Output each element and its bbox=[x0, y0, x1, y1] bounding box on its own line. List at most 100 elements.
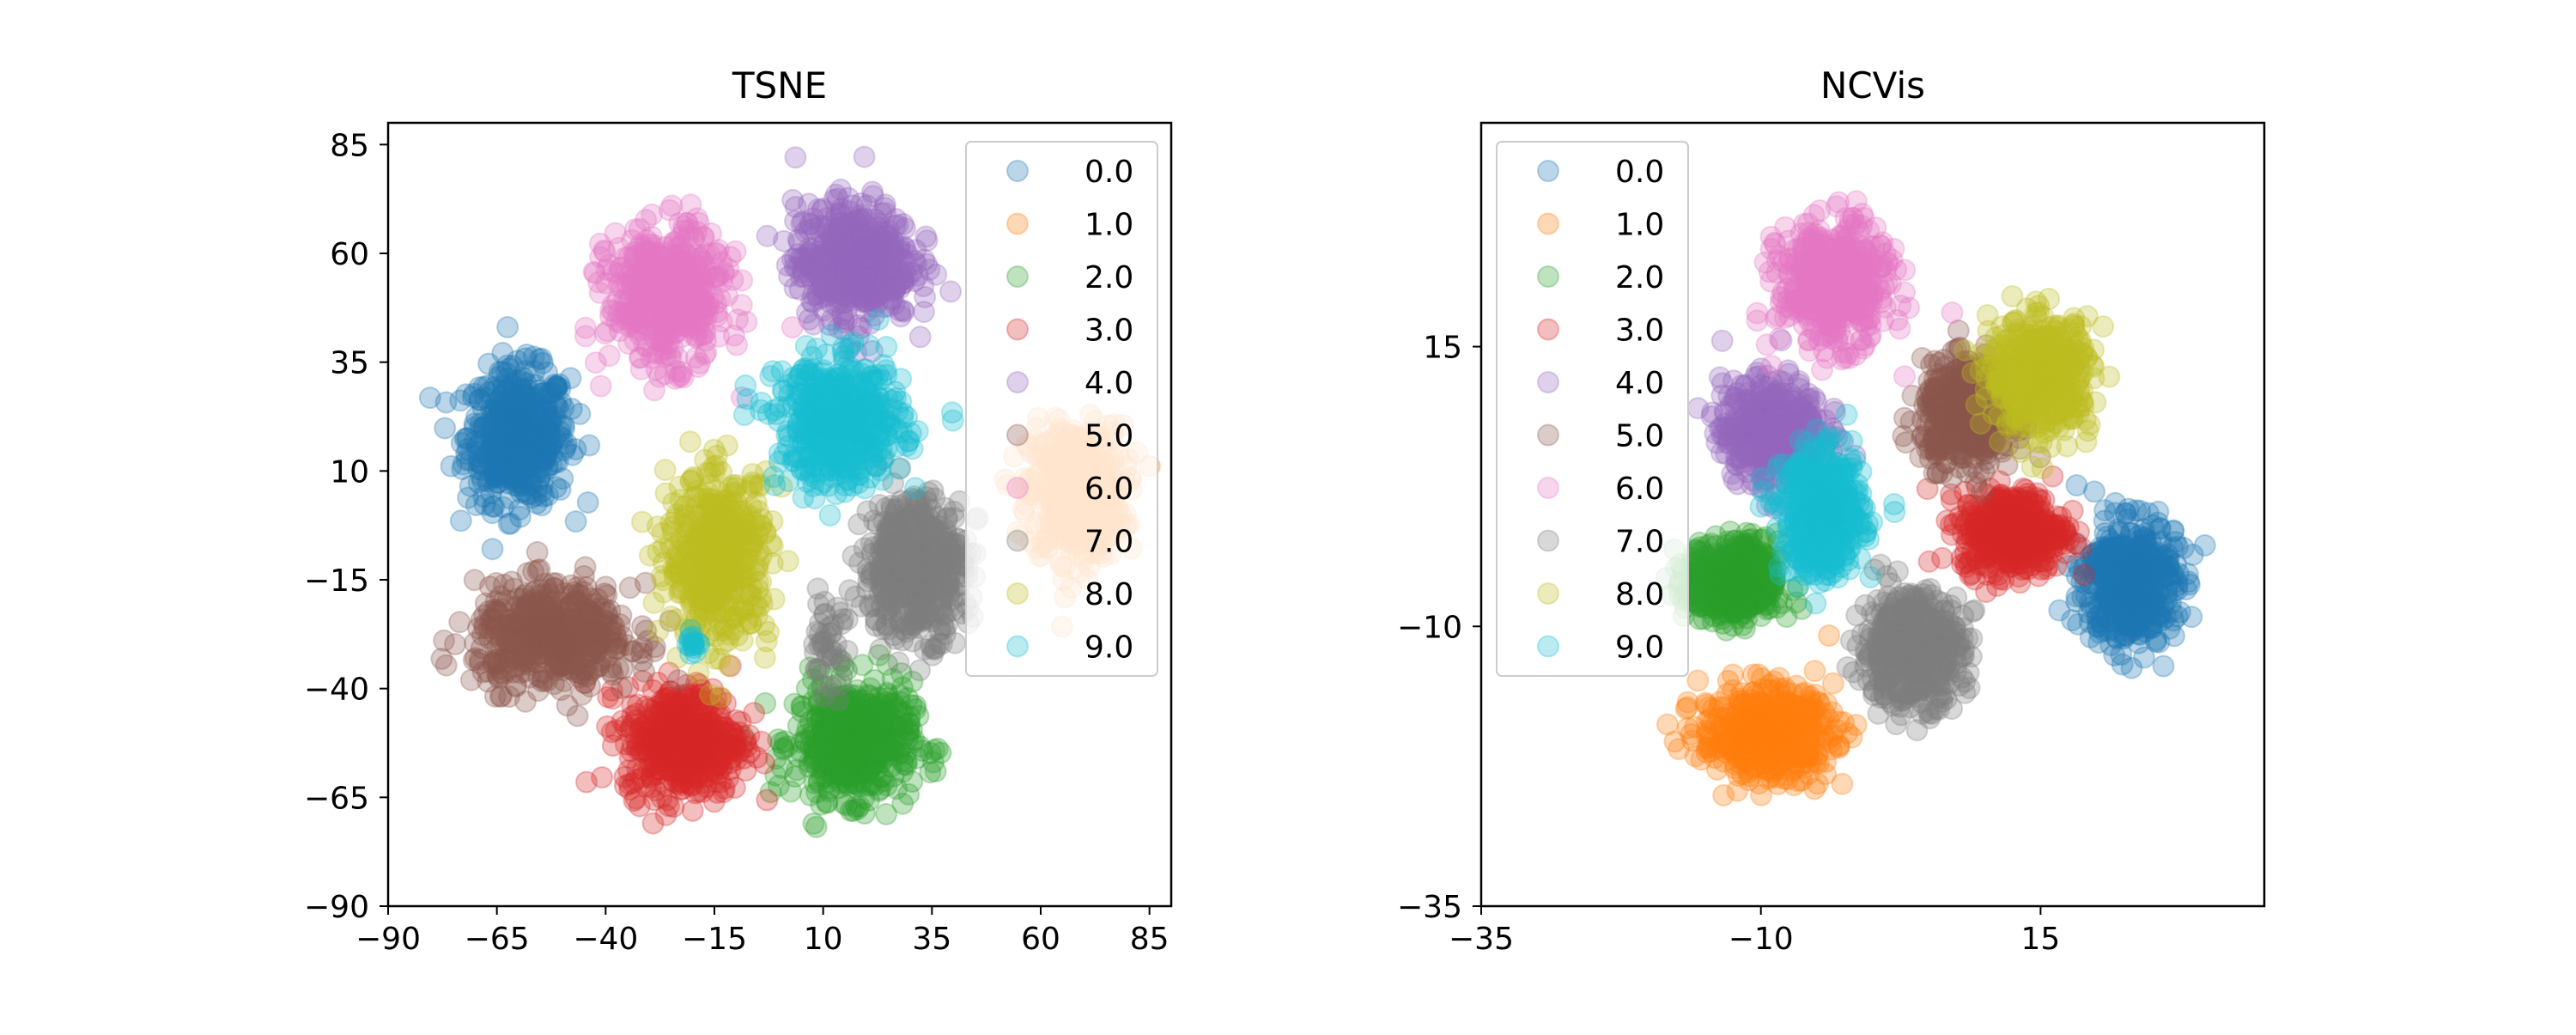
y-tick-label: 10 bbox=[330, 454, 369, 490]
data-point bbox=[592, 767, 612, 788]
data-point bbox=[816, 624, 836, 645]
data-point bbox=[550, 656, 570, 677]
data-point bbox=[632, 512, 653, 533]
data-point bbox=[699, 244, 720, 265]
data-point bbox=[801, 215, 822, 235]
data-point bbox=[643, 297, 664, 318]
data-point bbox=[659, 333, 679, 354]
y-tick-label: 35 bbox=[330, 346, 369, 381]
data-point bbox=[472, 470, 493, 490]
data-point bbox=[872, 738, 893, 758]
data-point bbox=[510, 507, 531, 527]
data-point bbox=[493, 375, 513, 396]
data-point bbox=[690, 353, 710, 374]
data-point bbox=[828, 691, 848, 711]
x-tick-label: 85 bbox=[1130, 922, 1170, 957]
data-point bbox=[652, 566, 672, 587]
x-tick-label: −15 bbox=[682, 922, 747, 957]
data-point bbox=[832, 720, 853, 740]
data-point bbox=[665, 761, 686, 782]
data-point bbox=[567, 634, 587, 654]
data-point bbox=[523, 561, 544, 581]
data-point bbox=[493, 438, 513, 459]
data-point bbox=[579, 435, 599, 456]
data-point bbox=[593, 240, 614, 261]
data-point bbox=[516, 373, 537, 393]
data-point bbox=[519, 484, 540, 504]
data-point bbox=[655, 460, 676, 480]
data-point bbox=[756, 790, 777, 811]
data-point bbox=[572, 685, 592, 705]
data-point bbox=[755, 648, 775, 668]
data-point bbox=[920, 743, 941, 764]
data-point bbox=[710, 687, 731, 708]
data-point bbox=[854, 147, 875, 167]
data-point bbox=[782, 317, 803, 338]
data-point bbox=[475, 494, 495, 514]
data-point bbox=[575, 326, 596, 346]
data-point bbox=[854, 209, 875, 229]
data-point bbox=[648, 261, 669, 282]
data-point bbox=[506, 461, 526, 482]
data-point bbox=[835, 743, 856, 764]
data-point bbox=[524, 346, 544, 367]
data-point bbox=[892, 562, 913, 582]
data-point bbox=[785, 147, 805, 167]
data-point bbox=[683, 228, 704, 248]
data-point bbox=[910, 326, 931, 347]
data-point bbox=[905, 478, 926, 498]
y-tick-label: 60 bbox=[330, 237, 369, 272]
data-point bbox=[926, 761, 946, 782]
data-point bbox=[527, 542, 548, 563]
data-point bbox=[800, 785, 821, 806]
data-point bbox=[542, 444, 562, 465]
data-point bbox=[830, 180, 851, 200]
data-point bbox=[707, 301, 727, 322]
data-point bbox=[915, 562, 936, 582]
data-point bbox=[734, 551, 755, 571]
data-point bbox=[892, 794, 913, 814]
data-point bbox=[475, 387, 495, 408]
data-point bbox=[860, 758, 880, 779]
data-point bbox=[915, 227, 936, 247]
data-point bbox=[878, 619, 898, 640]
data-point bbox=[480, 576, 501, 597]
data-point bbox=[723, 609, 744, 630]
y-tick-label: −90 bbox=[304, 890, 369, 925]
data-point bbox=[757, 226, 778, 247]
y-tick-label: −65 bbox=[304, 781, 369, 816]
data-point bbox=[648, 620, 669, 641]
data-point bbox=[483, 539, 503, 559]
data-point bbox=[626, 703, 647, 724]
data-point bbox=[543, 382, 563, 403]
data-point bbox=[881, 757, 902, 777]
data-point bbox=[871, 696, 891, 716]
x-tick-label: −90 bbox=[355, 922, 421, 957]
data-point bbox=[486, 601, 507, 622]
data-point bbox=[916, 254, 937, 275]
data-point bbox=[544, 591, 564, 612]
data-point bbox=[735, 502, 756, 522]
data-point bbox=[627, 280, 647, 301]
data-point bbox=[506, 675, 526, 696]
x-tick-label: −40 bbox=[573, 922, 638, 957]
data-point bbox=[622, 230, 642, 251]
data-point bbox=[686, 300, 707, 320]
data-point bbox=[761, 533, 781, 554]
data-point bbox=[643, 234, 664, 255]
data-point bbox=[857, 579, 878, 600]
data-point bbox=[602, 721, 623, 742]
data-point bbox=[574, 660, 595, 680]
data-point bbox=[788, 746, 809, 767]
data-point bbox=[888, 652, 908, 673]
data-point bbox=[513, 588, 533, 609]
y-tick-label: −15 bbox=[304, 563, 369, 599]
data-point bbox=[472, 624, 493, 645]
data-point bbox=[823, 763, 844, 783]
data-point bbox=[436, 393, 457, 413]
data-point bbox=[696, 281, 717, 301]
data-point bbox=[727, 309, 748, 330]
data-point bbox=[848, 799, 868, 819]
